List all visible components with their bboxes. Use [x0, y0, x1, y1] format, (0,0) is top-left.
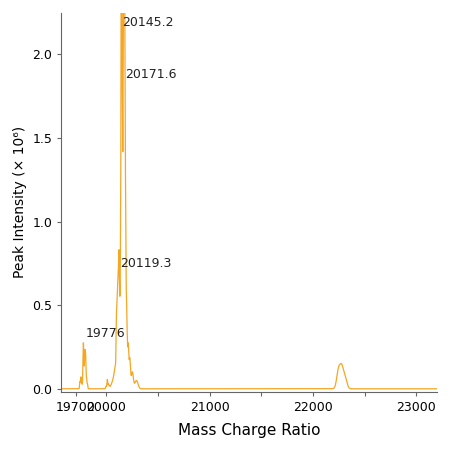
- Text: 20145.2: 20145.2: [122, 16, 174, 29]
- Text: 19776: 19776: [86, 327, 125, 340]
- Y-axis label: Peak Intensity (× 10⁶): Peak Intensity (× 10⁶): [13, 126, 27, 279]
- Text: 20119.3: 20119.3: [120, 257, 172, 270]
- X-axis label: Mass Charge Ratio: Mass Charge Ratio: [178, 423, 320, 437]
- Text: 20171.6: 20171.6: [125, 68, 177, 81]
